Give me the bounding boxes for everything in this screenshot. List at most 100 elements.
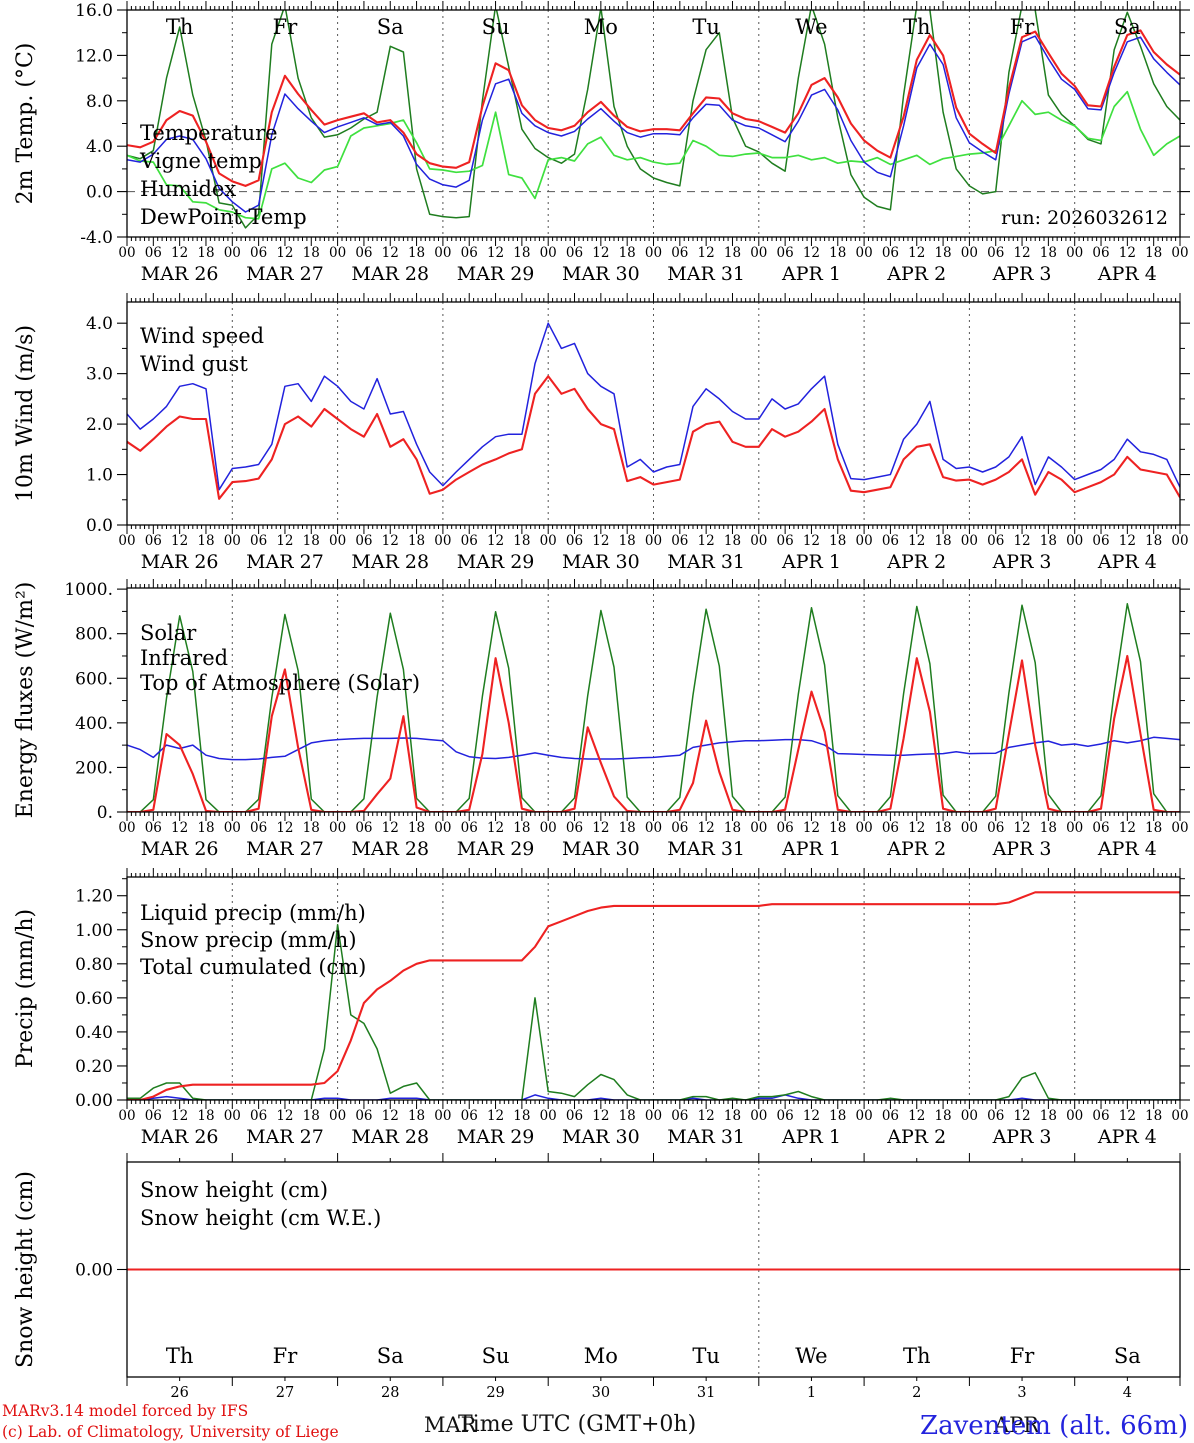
hour-tick-label: 00: [645, 533, 662, 549]
hour-tick-label: 18: [724, 245, 741, 261]
date-label: APR 3: [992, 1126, 1052, 1148]
y-axis-label-precip: Precip (mm/h): [13, 909, 38, 1068]
hour-tick-label: 18: [303, 820, 320, 836]
hour-tick-label: 12: [803, 533, 820, 549]
hour-tick-label: 00: [856, 1108, 873, 1124]
day-name-bottom: Th: [903, 1344, 931, 1368]
date-label: MAR 27: [246, 551, 324, 573]
day-number-label: 30: [592, 1385, 610, 1401]
hour-tick-label: 00: [1066, 1108, 1083, 1124]
hour-tick-label: 12: [171, 820, 188, 836]
hour-tick-label: 12: [1013, 1108, 1030, 1124]
hour-tick-label: 06: [250, 820, 267, 836]
y-tick-label: 0.0: [86, 516, 113, 536]
hour-tick-label: 18: [619, 245, 636, 261]
date-label: APR 2: [886, 551, 946, 573]
hour-tick-label: 12: [487, 820, 504, 836]
y-tick-label: 1000.: [64, 580, 113, 600]
date-label: APR 1: [781, 1126, 841, 1148]
hour-tick-label: 00: [224, 533, 241, 549]
hour-tick-label: 06: [777, 1108, 794, 1124]
hour-tick-label: 00: [750, 533, 767, 549]
day-name-top: Th: [903, 15, 931, 39]
hour-tick-label: 12: [171, 1108, 188, 1124]
day-number-label: 27: [276, 1385, 294, 1401]
legend-temperature: Temperature: [140, 121, 278, 145]
hour-tick-label: 12: [592, 820, 609, 836]
hour-tick-label: 00: [540, 533, 557, 549]
series-solar: [127, 654, 1180, 812]
hour-tick-label: 00: [645, 245, 662, 261]
hour-tick-label: 06: [461, 533, 478, 549]
hour-tick-label: 06: [355, 820, 372, 836]
panel-temp-2m: 00 06 12 18 00 06 12 18 00 06 12 18 00 06 12 18 00 06 12 18…: [13, 1, 1190, 285]
hour-tick-label: 00: [224, 820, 241, 836]
hour-tick-label: 18: [829, 820, 846, 836]
hour-tick-label: 06: [882, 533, 899, 549]
date-label: MAR 26: [141, 263, 219, 285]
x-axis-title: Time UTC (GMT+0h): [458, 1412, 697, 1437]
legend-infrared: Infrared: [140, 646, 228, 670]
series-total-cumulated: [127, 891, 1180, 1100]
hour-tick-label: 06: [882, 820, 899, 836]
hour-tick-label: 06: [777, 820, 794, 836]
hour-tick-label: 18: [1040, 820, 1057, 836]
hour-tick-label: 00: [961, 820, 978, 836]
hour-tick-label: 06: [987, 533, 1004, 549]
hour-tick-label: 12: [1119, 533, 1136, 549]
y-tick-label: 400.: [75, 714, 113, 734]
hour-tick-label: 00: [645, 820, 662, 836]
station-label: Zaventem (alt. 66m): [920, 1411, 1188, 1441]
hour-tick-label: 12: [382, 820, 399, 836]
hour-tick-label: 18: [724, 1108, 741, 1124]
hour-tick-label: 06: [882, 245, 899, 261]
hour-tick-label: 00: [540, 245, 557, 261]
day-name-top: Fr: [273, 15, 299, 39]
hour-tick-label: 06: [671, 820, 688, 836]
legend-dewpoint-temp: DewPoint Temp: [140, 205, 307, 229]
hour-tick-label: 12: [908, 1108, 925, 1124]
date-label: MAR 31: [667, 551, 745, 573]
hour-tick-label: 18: [408, 245, 425, 261]
date-label: APR 1: [781, 838, 841, 860]
y-tick-label: 8.0: [86, 92, 113, 112]
hour-tick-label: 06: [145, 1108, 162, 1124]
hour-tick-label: 06: [355, 1108, 372, 1124]
hour-tick-label: 00: [1066, 820, 1083, 836]
hour-tick-label: 12: [487, 245, 504, 261]
run-annotation: run: 2026032612: [1001, 207, 1168, 229]
date-label: APR 1: [781, 263, 841, 285]
y-tick-label: 0.40: [75, 1023, 113, 1043]
day-name-top: Mo: [584, 15, 618, 39]
hour-tick-label: 18: [619, 820, 636, 836]
hour-tick-label: 00: [540, 1108, 557, 1124]
day-name-top: Sa: [377, 15, 404, 39]
legend-snow-height-we: Snow height (cm W.E.): [140, 1206, 381, 1230]
date-label: MAR 28: [351, 838, 429, 860]
credit-line1: MARv3.14 model forced by IFS: [2, 1402, 249, 1420]
hour-tick-label: 18: [513, 1108, 530, 1124]
hour-tick-label: 00: [540, 820, 557, 836]
y-tick-label: 2.0: [86, 415, 113, 435]
hour-tick-label: 12: [382, 533, 399, 549]
series-wind-speed: [127, 375, 1180, 500]
hour-tick-label: 06: [1092, 245, 1109, 261]
date-label: MAR 26: [141, 551, 219, 573]
hour-tick-label: 00: [224, 245, 241, 261]
series-dewpoint-temp: [127, 90, 1180, 220]
legend-snow-precip: Snow precip (mm/h): [140, 928, 357, 952]
y-tick-label: 16.0: [75, 1, 113, 21]
hour-tick-label: 18: [934, 245, 951, 261]
hour-tick-label: 00: [434, 1108, 451, 1124]
hour-tick-label: 18: [724, 820, 741, 836]
hour-tick-label: 18: [619, 1108, 636, 1124]
hour-tick-label: 18: [1040, 533, 1057, 549]
y-tick-label: 0.60: [75, 989, 113, 1009]
y-tick-label: 0.: [97, 803, 113, 823]
day-number-label: 28: [381, 1385, 399, 1401]
date-label: MAR 30: [562, 1126, 640, 1148]
panel-frame: [126, 587, 1181, 813]
hour-tick-label: 00: [118, 245, 135, 261]
legend-wind-gust: Wind gust: [140, 352, 248, 376]
hour-tick-label: 18: [303, 245, 320, 261]
